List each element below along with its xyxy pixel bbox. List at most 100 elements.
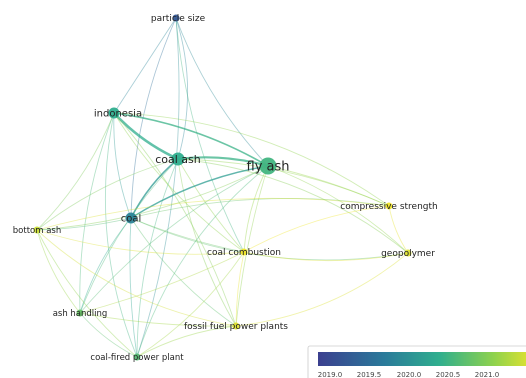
- link-coal-fossil-fuel-power-plants: [130, 217, 237, 327]
- node-coal[interactable]: coal: [121, 212, 142, 225]
- link-compressive-strength-coal-combustion: [243, 205, 390, 253]
- node-compressive-strength[interactable]: compressive strength: [340, 202, 437, 212]
- link-ash-handling-fossil-fuel-power-plants: [79, 312, 237, 327]
- link-coal-combustion-geopolymer: [243, 251, 409, 262]
- link-indonesia-ash-handling: [79, 112, 115, 314]
- node-coal-combustion[interactable]: coal combustion: [207, 248, 281, 258]
- link-indonesia-coal: [113, 112, 132, 219]
- link-coal-combustion-coal-fired-power-plant: [136, 251, 245, 358]
- link-fly-ash-coal: [130, 165, 269, 219]
- link-particle-size-fly-ash: [175, 17, 269, 167]
- node-particle-size[interactable]: particle size: [151, 14, 206, 24]
- link-coal-coal-combustion: [130, 217, 245, 253]
- link-indonesia-compressive-strength: [113, 112, 390, 207]
- link-coal-ash-handling: [79, 217, 132, 314]
- link-bottom-ash-fossil-fuel-power-plants: [36, 229, 237, 327]
- node-label-particle-size: particle size: [151, 14, 206, 24]
- link-particle-size-coal-fired-power-plant: [136, 17, 180, 358]
- node-label-ash-handling: ash handling: [53, 309, 108, 319]
- node-circle-compressive-strength[interactable]: [385, 202, 393, 210]
- link-coal-ash-bottom-ash: [36, 158, 179, 231]
- link-particle-size-coal-ash: [175, 17, 189, 160]
- node-circle-fly-ash[interactable]: [259, 157, 277, 175]
- link-fly-ash-bottom-ash: [36, 165, 269, 231]
- link-ash-handling-coal-fired-power-plant: [79, 312, 138, 358]
- node-circle-coal-combustion[interactable]: [240, 248, 248, 256]
- legend-tick-4: 2021.0: [475, 371, 500, 378]
- node-coal-fired-power-plant[interactable]: coal-fired power plant: [90, 353, 184, 363]
- link-indonesia-coal-combustion: [113, 112, 245, 253]
- link-coal-geopolymer: [130, 217, 409, 261]
- link-indonesia-coal-ash: [113, 112, 179, 161]
- link-fly-ash-coal-fired-power-plant: [136, 165, 269, 358]
- link-coal-ash-coal-combustion: [177, 158, 245, 253]
- legend-tick-0: 2019.0: [318, 371, 343, 378]
- link-coal-ash-compressive-strength: [177, 158, 390, 207]
- node-label-indonesia: indonesia: [94, 109, 142, 120]
- link-coal-ash-coal-fired-power-plant: [136, 158, 179, 358]
- link-fly-ash-fossil-fuel-power-plants: [235, 165, 269, 327]
- link-indonesia-fossil-fuel-power-plants: [113, 112, 237, 327]
- node-coal-ash[interactable]: coal ash: [155, 152, 201, 166]
- link-particle-size-coal: [130, 17, 177, 219]
- link-coal-ash-ash-handling: [79, 158, 179, 314]
- node-label-fly-ash: fly ash: [247, 160, 290, 175]
- node-label-compressive-strength: compressive strength: [340, 202, 437, 212]
- link-bottom-ash-compressive-strength: [36, 197, 390, 231]
- link-indonesia-coal-fired-power-plant: [105, 112, 138, 358]
- link-bottom-ash-coal-combustion: [36, 229, 245, 255]
- node-circle-geopolymer[interactable]: [404, 249, 412, 257]
- link-fly-ash-compressive-strength: [267, 165, 390, 207]
- link-coal-compressive-strength: [130, 197, 390, 219]
- link-coal-combustion-fossil-fuel-power-plants: [235, 251, 245, 327]
- legend-color-bar: [318, 352, 526, 366]
- link-indonesia-bottom-ash: [36, 112, 115, 231]
- node-circle-ash-handling[interactable]: [76, 309, 84, 317]
- link-compressive-strength-geopolymer: [388, 205, 409, 254]
- node-geopolymer[interactable]: geopolymer: [381, 249, 435, 259]
- node-circle-particle-size[interactable]: [172, 14, 180, 22]
- link-coal-bottom-ash: [36, 217, 132, 231]
- node-label-geopolymer: geopolymer: [381, 249, 435, 259]
- link-fossil-fuel-power-plants-geopolymer: [235, 252, 409, 327]
- link-fly-ash-coal-combustion: [243, 165, 269, 253]
- node-circle-indonesia[interactable]: [108, 107, 120, 119]
- node-circle-coal-fired-power-plant[interactable]: [133, 353, 141, 361]
- link-fossil-fuel-power-plants-coal-fired-power-plant: [136, 325, 237, 358]
- legend-tick-1: 2019.5: [357, 371, 382, 378]
- timeline-legend: 2019.0 2019.5 2020.0 2020.5 2021.0: [307, 345, 526, 378]
- link-fly-ash-geopolymer: [267, 165, 409, 254]
- node-fossil-fuel-power-plants[interactable]: fossil fuel power plants: [184, 322, 288, 332]
- link-fly-ash-ash-handling: [79, 165, 269, 314]
- legend-tick-3: 2020.5: [436, 371, 461, 378]
- link-coal-ash-coal: [130, 158, 179, 219]
- node-label-coal-ash: coal ash: [155, 153, 201, 166]
- node-circle-fossil-fuel-power-plants[interactable]: [232, 322, 240, 330]
- link-bottom-ash-ash-handling: [36, 229, 81, 314]
- node-label-fossil-fuel-power-plants: fossil fuel power plants: [184, 322, 288, 332]
- link-coal-combustion-ash-handling: [79, 251, 245, 314]
- node-circle-bottom-ash[interactable]: [33, 226, 41, 234]
- node-bottom-ash[interactable]: bottom ash: [13, 226, 61, 236]
- link-indonesia-fly-ash: [113, 112, 269, 167]
- link-coal-coal-fired-power-plant: [129, 217, 138, 358]
- link-particle-size-indonesia: [113, 17, 177, 114]
- node-layer: particle size indonesia coal ash fly ash coa…: [13, 14, 438, 363]
- node-ash-handling[interactable]: ash handling: [53, 309, 108, 319]
- link-coal-ash-fossil-fuel-power-plants: [177, 158, 237, 327]
- node-label-bottom-ash: bottom ash: [13, 226, 61, 236]
- node-circle-coal[interactable]: [125, 212, 137, 224]
- link-layer: [36, 17, 409, 358]
- legend-tick-2: 2020.0: [397, 371, 422, 378]
- link-coal-ash-fly-ash: [177, 156, 269, 168]
- node-label-coal: coal: [121, 214, 142, 225]
- link-bottom-ash-coal-fired-power-plant: [36, 229, 138, 358]
- link-coal-ash-geopolymer: [177, 158, 409, 254]
- node-indonesia[interactable]: indonesia: [94, 107, 142, 120]
- node-label-coal-combustion: coal combustion: [207, 248, 281, 258]
- link-particle-size-coal-combustion: [175, 17, 245, 253]
- node-label-coal-fired-power-plant: coal-fired power plant: [90, 353, 184, 363]
- node-circle-coal-ash[interactable]: [171, 152, 185, 166]
- node-fly-ash[interactable]: fly ash: [247, 157, 290, 175]
